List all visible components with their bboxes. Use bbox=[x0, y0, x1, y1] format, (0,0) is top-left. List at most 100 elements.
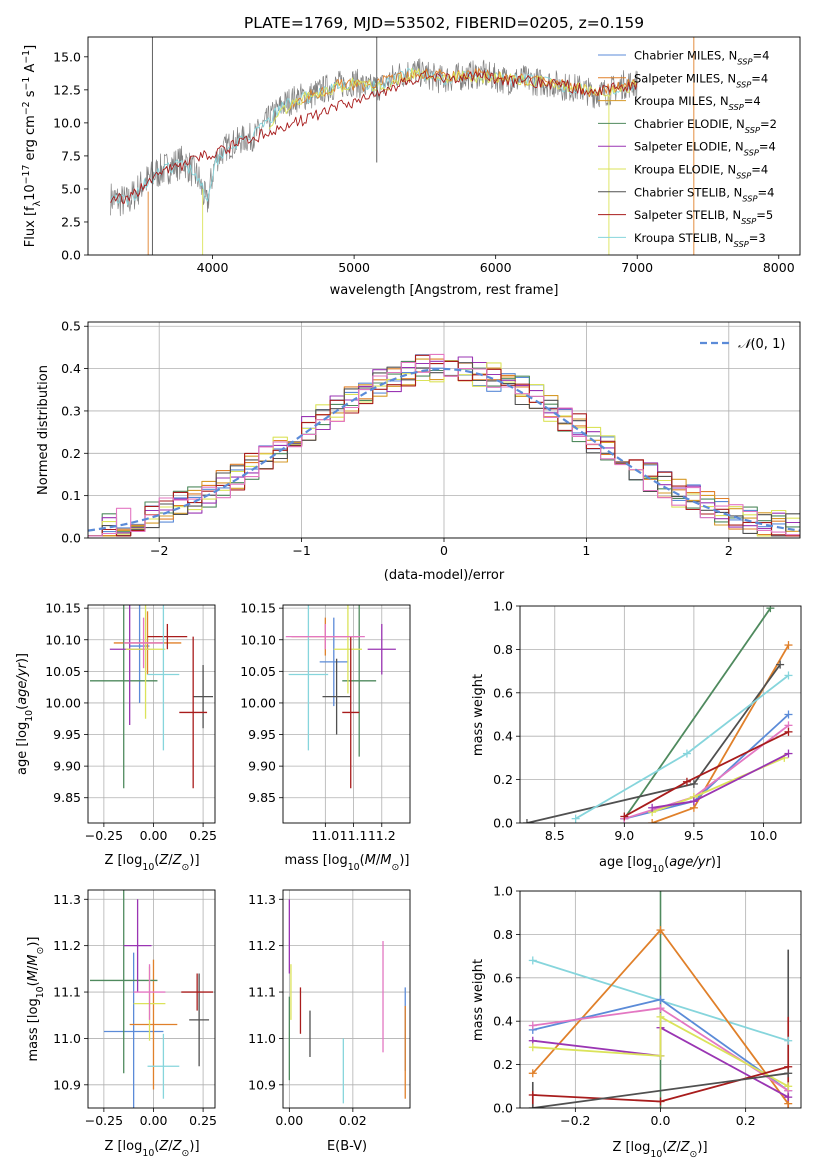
legend-entry: Salpeter STELIB, NSSP=5 bbox=[634, 208, 773, 226]
legend-entry: Salpeter ELODIE, NSSP=4 bbox=[634, 140, 776, 158]
text-part: )] bbox=[697, 1140, 707, 1155]
y-tick-label: 9.95 bbox=[53, 727, 81, 742]
y-axis-label: mass weight bbox=[471, 674, 486, 756]
y-tick-label: 0.6 bbox=[493, 685, 513, 700]
text-part: Kroupa MILES, N bbox=[634, 94, 729, 108]
text-part: age/yr bbox=[669, 855, 712, 870]
y-tick-label: 11.1 bbox=[53, 985, 81, 1000]
axes-frame bbox=[519, 605, 802, 824]
text-part: A bbox=[23, 64, 38, 77]
text-part: ⊙ bbox=[35, 947, 46, 955]
legend-entry: Chabrier STELIB, NSSP=4 bbox=[634, 185, 774, 203]
y-tick-label: 12.5 bbox=[53, 82, 81, 97]
y-tick-label: 1.0 bbox=[493, 884, 513, 899]
age-vs-mass-panel: 11.0 11.1 11.2 9.85 9.90 9.95 10.00 10.05 10.10 1… bbox=[240, 601, 411, 873]
x-axis-label: mass [log10(M/M⊙)] bbox=[285, 853, 410, 873]
mass-vs-extinction-panel: 0.00 0.02 10.9 11.0 11.1 11.2 11.3 E(B-V) bbox=[248, 889, 411, 1154]
x-tick-label: 10.0 bbox=[750, 828, 778, 843]
x-tick-label: 0.0 bbox=[651, 1113, 671, 1128]
y-tick-label: 10.9 bbox=[53, 1077, 81, 1092]
x-tick-label: −0.25 bbox=[85, 1113, 123, 1128]
y-tick-label: 9.90 bbox=[248, 759, 276, 774]
text-part: =3 bbox=[749, 231, 766, 245]
text-part: Salpeter STELIB, N bbox=[634, 208, 741, 222]
text-part: / bbox=[168, 853, 173, 868]
y-tick-label: 9.90 bbox=[53, 759, 81, 774]
legend-entry: Kroupa STELIB, NSSP=3 bbox=[634, 231, 766, 249]
y-tick-label: 10.15 bbox=[240, 601, 276, 616]
y-axis-label: mass weight bbox=[471, 959, 486, 1041]
x-tick-label: 0.00 bbox=[140, 828, 168, 843]
text-part: 10 bbox=[650, 1149, 662, 1160]
text-part: SSP bbox=[742, 193, 757, 203]
x-tick-label: 1 bbox=[582, 543, 590, 558]
gaussian-reference-curve bbox=[88, 367, 800, 532]
figure-title: PLATE=1769, MJD=53502, FIBERID=0205, z=0… bbox=[244, 14, 644, 32]
y-tick-label: 0.0 bbox=[61, 248, 81, 263]
y-tick-label: 11.2 bbox=[248, 938, 276, 953]
text-part: −1 bbox=[21, 50, 32, 64]
y-tick-label: 11.0 bbox=[53, 1031, 81, 1046]
text-part: mass [log bbox=[285, 853, 348, 868]
text-part: SSP bbox=[745, 125, 760, 135]
y-tick-label: 0.2 bbox=[61, 446, 81, 461]
x-tick-label: 0.25 bbox=[189, 828, 217, 843]
model-spectrum-line bbox=[110, 67, 638, 206]
plot-area bbox=[283, 605, 410, 823]
plot-area bbox=[110, 37, 695, 255]
legend-entry: 𝒩(0, 1) bbox=[738, 337, 785, 352]
text-part: )] bbox=[711, 855, 721, 870]
x-tick-label: 6000 bbox=[480, 260, 512, 275]
text-part: Chabrier MILES, N bbox=[634, 49, 737, 63]
x-tick-label: 9.5 bbox=[684, 828, 704, 843]
text-part: 10 bbox=[348, 862, 360, 873]
x-tick-label: 0.02 bbox=[339, 1113, 367, 1128]
text-part: ⊙ bbox=[690, 1149, 698, 1160]
y-tick-label: 10.05 bbox=[240, 664, 276, 679]
x-tick-label: 0 bbox=[440, 543, 448, 558]
series-line bbox=[532, 1016, 789, 1088]
legend-entry: Chabrier MILES, NSSP=4 bbox=[634, 49, 769, 67]
legend-entry: Kroupa MILES, NSSP=4 bbox=[634, 94, 761, 112]
x-tick-label: −0.25 bbox=[85, 828, 123, 843]
y-tick-label: 0.4 bbox=[61, 361, 81, 376]
text-part: 10 bbox=[24, 710, 35, 722]
text-part: 10 bbox=[142, 1148, 154, 1159]
text-part: mass [log bbox=[26, 998, 41, 1061]
text-part: SSP bbox=[729, 102, 744, 112]
text-part: Chabrier ELODIE, N bbox=[634, 117, 745, 131]
x-tick-label: 5000 bbox=[338, 260, 370, 275]
text-part: Flux [f bbox=[23, 206, 38, 247]
y-tick-label: 0.0 bbox=[493, 1101, 513, 1116]
text-part: M bbox=[26, 955, 41, 966]
text-part: =5 bbox=[756, 208, 773, 222]
series-line bbox=[623, 731, 789, 818]
x-tick-label: −2 bbox=[150, 543, 168, 558]
y-tick-label: 0.2 bbox=[493, 1057, 513, 1072]
text-part: =2 bbox=[760, 117, 777, 131]
text-part: ( bbox=[664, 855, 669, 870]
y-axis-label: Normed distribution bbox=[36, 365, 51, 495]
text-part: −2 bbox=[21, 101, 32, 115]
x-axis-label: E(B-V) bbox=[327, 1139, 367, 1154]
plot-area bbox=[520, 891, 801, 1108]
axes-frame bbox=[87, 889, 216, 1109]
residuals-panel: −2 −1 0 1 2 0.0 0.1 0.2 0.3 0.4 0.5 𝒩(0, 1) (data-mo… bbox=[36, 319, 801, 583]
y-tick-label: 2.5 bbox=[61, 214, 81, 229]
y-tick-label: 0.0 bbox=[61, 531, 81, 546]
series-line bbox=[532, 1072, 789, 1108]
text-part: / bbox=[168, 1139, 173, 1154]
y-tick-label: 11.3 bbox=[248, 892, 276, 907]
y-axis-label: age [log10(age/yr)] bbox=[15, 653, 35, 775]
y-tick-label: 0.1 bbox=[61, 488, 81, 503]
legend-entry: Kroupa ELODIE, NSSP=4 bbox=[634, 163, 768, 181]
y-tick-label: 0.4 bbox=[493, 1014, 513, 1029]
axes-frame bbox=[282, 604, 411, 824]
x-tick-label: 0.00 bbox=[140, 1113, 168, 1128]
text-part: Z bbox=[158, 853, 169, 868]
x-tick-label: 9.0 bbox=[614, 828, 634, 843]
x-tick-label: 11.2 bbox=[368, 828, 396, 843]
y-tick-label: 15.0 bbox=[53, 49, 81, 64]
x-tick-label: 0.00 bbox=[275, 1113, 303, 1128]
x-tick-label: 7000 bbox=[621, 260, 653, 275]
